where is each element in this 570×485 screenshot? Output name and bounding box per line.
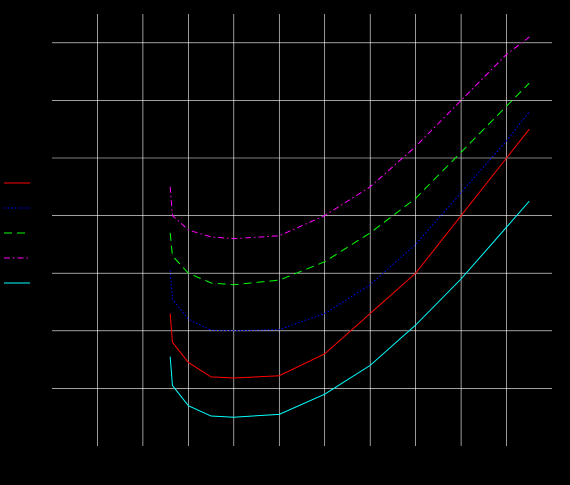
series-layer xyxy=(169,36,530,418)
series-line-2 xyxy=(169,111,530,332)
series-line-5 xyxy=(169,200,530,418)
series-line-3 xyxy=(169,82,530,286)
legend xyxy=(4,182,30,284)
grid xyxy=(52,14,552,446)
series-line-1 xyxy=(169,128,530,379)
series-line-4 xyxy=(169,36,530,240)
